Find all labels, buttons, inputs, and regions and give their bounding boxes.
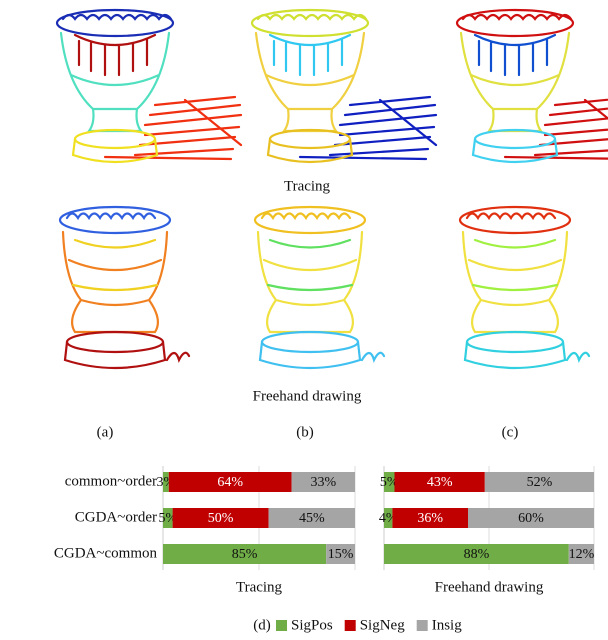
panel-label: (d)	[253, 617, 271, 633]
legend-label: SigNeg	[360, 617, 406, 633]
value-label: 60%	[518, 511, 544, 526]
legend-label: SigPos	[291, 617, 333, 633]
figure: Tracing Freehand drawing (a) (b) (c) (d)…	[0, 0, 608, 640]
panel-label: (b)	[296, 424, 314, 440]
category-label: common~order	[65, 473, 157, 489]
legend-swatch	[417, 620, 428, 631]
category-label: CGDA~order	[75, 509, 157, 525]
value-label: 33%	[310, 475, 336, 490]
value-label: 45%	[299, 511, 325, 526]
charts: Tracing common~order CGDA~order CGDA~common…	[54, 466, 595, 633]
value-label: 64%	[217, 475, 243, 490]
caption: Freehand drawing	[253, 388, 362, 404]
value-label: 88%	[464, 547, 490, 562]
value-label: 12%	[569, 547, 595, 562]
legend-swatch	[276, 620, 287, 631]
legend-label: Insig	[432, 617, 463, 633]
value-label: 85%	[232, 547, 258, 562]
category-label: CGDA~common	[54, 545, 158, 561]
value-label: 43%	[427, 475, 453, 490]
value-label: 15%	[328, 547, 354, 562]
value-label: 50%	[208, 511, 234, 526]
value-label: 52%	[527, 475, 553, 490]
caption: Tracing	[284, 178, 331, 194]
sketches	[57, 10, 608, 368]
panel-label: (c)	[502, 424, 519, 440]
chart-title: Freehand drawing	[435, 579, 544, 595]
panel-label: (a)	[97, 424, 114, 440]
value-label: 36%	[417, 511, 443, 526]
chart-title: Tracing	[236, 579, 283, 595]
legend-swatch	[345, 620, 356, 631]
